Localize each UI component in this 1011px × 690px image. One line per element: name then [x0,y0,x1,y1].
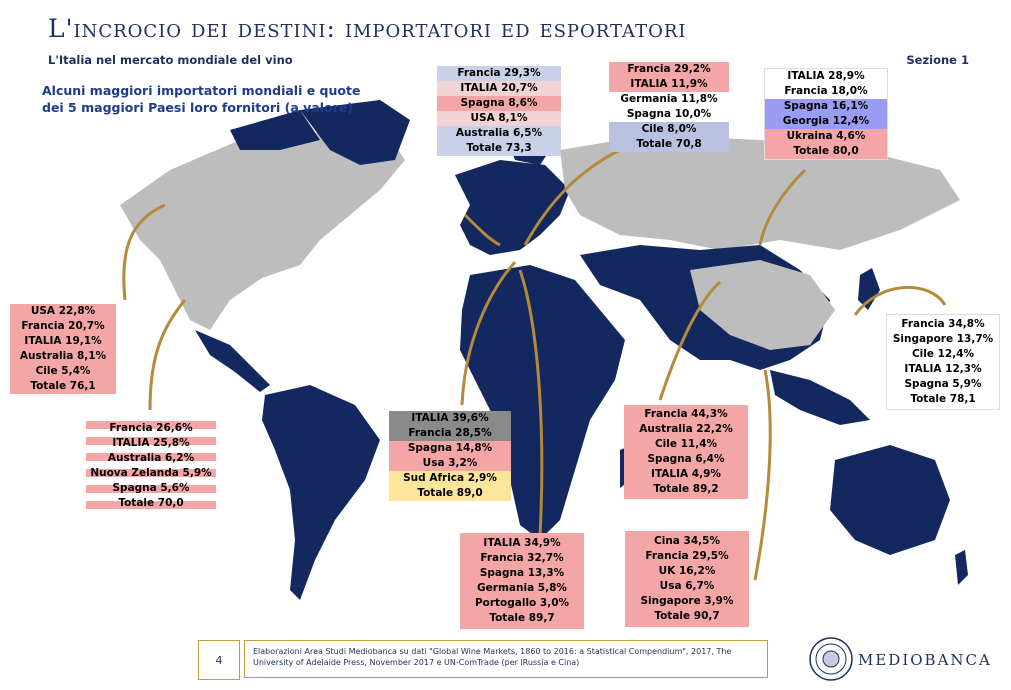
mediobanca-seal-icon [809,637,853,681]
connector-china [658,280,722,401]
connector-belgium [518,269,544,536]
japan-shape [858,268,880,310]
uk-importer-box: Francia 29,3% ITALIA 20,7% Spagna 8,6% U… [437,66,561,156]
connector-germany [523,148,621,246]
europe-shape [455,160,570,255]
hongkong-importer-box: Cina 34,5% Francia 29,5% UK 16,2% Usa 6,… [625,531,749,627]
page-title: L'incrocio dei destini: importatori ed e… [48,14,687,43]
mediobanca-logo: MEDIOBANCA [858,651,992,669]
connector-switzerland [460,261,517,406]
australia-shape [830,445,950,555]
russia-importer-box: ITALIA 28,9% Francia 18,0% Spagna 16,1% … [764,68,888,160]
usa-box: USA 22,8% Francia 20,7% ITALIA 19,1% Aus… [10,304,116,394]
connector-us-importer [148,299,187,411]
source-note: Elaborazioni Area Studi Mediobanca su da… [244,640,768,678]
page-number: 4 [198,640,240,680]
south-america-shape [262,385,380,600]
china-importer-box: Francia 44,3% Australia 22,2% Cile 11,4%… [624,405,748,499]
connector-hongkong [753,369,772,581]
connector-uk [463,213,501,247]
germany-importer-box: Francia 29,2% ITALIA 11,9% Germania 11,8… [609,62,729,152]
japan-importer-box: Francia 34,8% Singapore 13,7% Cile 12,4%… [886,314,1000,410]
greenland-shape [300,100,410,165]
central-america-shape [195,330,270,392]
north-america-shape [120,132,405,330]
new-zealand-shape [955,550,968,585]
connector-lines [122,148,947,581]
canada-arctic-shape [230,110,320,150]
southeast-asia-shape [770,370,870,425]
connector-us [122,203,166,301]
section-label: Sezione 1 [906,53,969,67]
connector-russia [758,168,807,246]
belgium-importer-box: ITALIA 34,9% Francia 32,7% Spagna 13,3% … [460,533,584,629]
china-shape [690,260,835,350]
connector-japan [853,285,947,316]
russia-shape [560,135,960,250]
lead-text: Alcuni maggiori importatori mondiali e q… [42,83,361,115]
switzerland-importer-box: ITALIA 39,6% Francia 28,5% Spagna 14,8% … [389,411,511,501]
page-subtitle: L'Italia nel mercato mondiale del vino [48,53,293,67]
africa-shape [460,265,625,540]
us-importer-box: Francia 26,6% ITALIA 25,8% Australia 6,2… [86,421,216,511]
